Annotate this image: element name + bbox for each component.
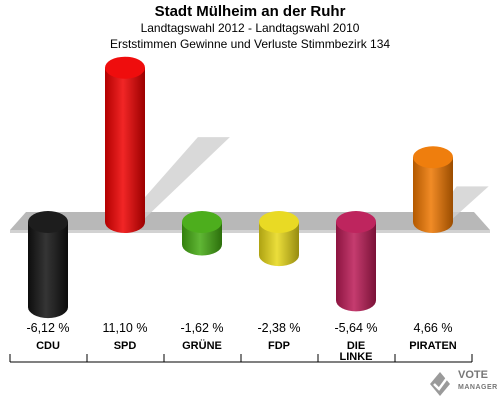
bar-grüne	[182, 211, 222, 256]
bar-body	[105, 67, 145, 223]
bar-bottom-cap	[259, 244, 299, 267]
value-label: 4,66 %	[414, 321, 453, 335]
bar-top-cap	[259, 211, 299, 233]
bar-bottom-cap	[28, 296, 68, 319]
bar-top-cap	[413, 146, 453, 169]
chart-subtitle-2: Erststimmen Gewinne und Verluste Stimmbe…	[109, 37, 391, 51]
bar-shadow	[123, 137, 230, 222]
bar-top-cap	[28, 211, 68, 233]
bar-fdp	[259, 211, 299, 267]
value-label: -5,64 %	[334, 321, 377, 335]
logo-line-1: VOTE	[458, 369, 488, 381]
value-label: -6,12 %	[26, 321, 69, 335]
bar-body	[336, 222, 376, 301]
chart-title: Stadt Mülheim an der Ruhr	[154, 3, 346, 20]
bar-cdu	[28, 211, 68, 319]
bar-die-linke	[336, 211, 376, 312]
category-label: CDU	[36, 340, 60, 352]
bar-bottom-cap	[182, 233, 222, 256]
bar-top-cap	[182, 211, 222, 233]
category-label: PIRATEN	[409, 340, 457, 352]
bar-body	[28, 222, 68, 308]
value-label: -2,38 %	[257, 321, 300, 335]
bar-piraten	[413, 146, 453, 233]
category-label: SPD	[114, 340, 137, 352]
logo-line-2: MANAGER	[458, 384, 498, 391]
value-label: -1,62 %	[180, 321, 223, 335]
chart-subtitle: Landtagswahl 2012 - Landtagswahl 2010	[140, 21, 360, 35]
bar-bottom-cap	[336, 289, 376, 312]
bar-bottom-cap	[413, 211, 453, 233]
bar-top-cap	[336, 211, 376, 233]
category-label: GRÜNE	[182, 339, 222, 352]
category-label: DIE	[347, 340, 365, 352]
zero-plane-edge	[10, 230, 490, 233]
ballot-check-icon	[430, 372, 450, 396]
category-label: LINKE	[340, 351, 373, 363]
value-label: 11,10 %	[103, 321, 148, 335]
bar-spd	[105, 56, 145, 233]
category-label: FDP	[268, 340, 290, 352]
vote-manager-logo: VOTE MANAGER	[458, 370, 498, 393]
bar-top-cap	[105, 56, 145, 79]
bar-bottom-cap	[105, 211, 145, 233]
